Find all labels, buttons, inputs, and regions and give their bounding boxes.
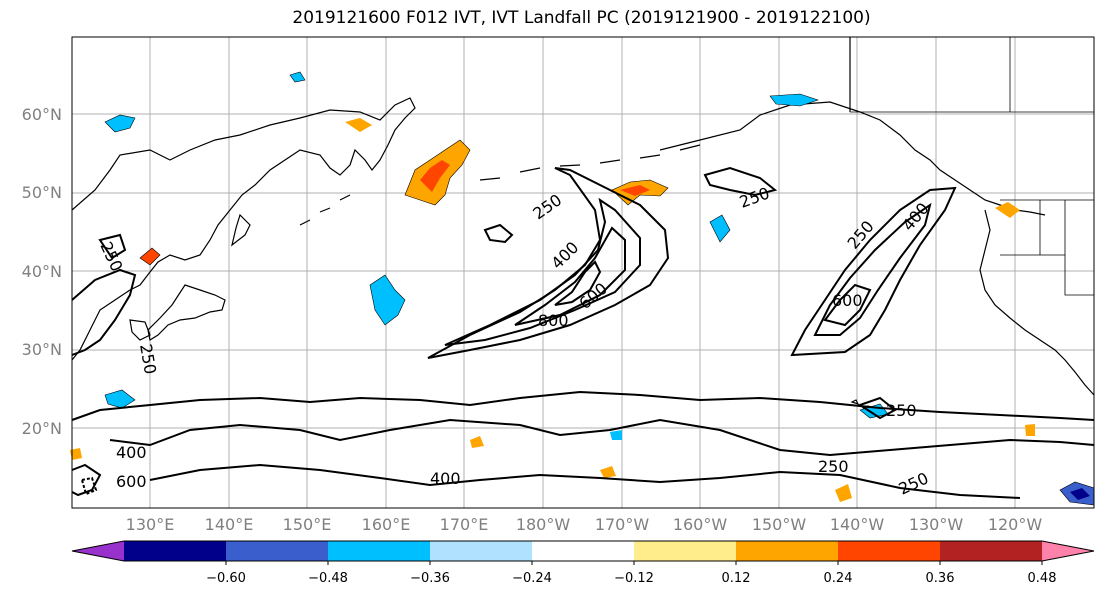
lon-label: 150°E: [283, 515, 332, 534]
contour-label: 800: [538, 311, 569, 330]
contour-label: 600: [116, 472, 147, 491]
lat-label: 50°N: [22, 183, 62, 202]
lon-label: 140°E: [205, 515, 254, 534]
lon-label: 180°W: [516, 515, 571, 534]
colorbar-segment: [430, 541, 533, 561]
colorbar-tick-label: 0.24: [824, 571, 853, 586]
lat-label: 60°N: [22, 105, 62, 124]
colorbar-segment: [328, 541, 431, 561]
political-borders: [850, 37, 1094, 296]
colorbar-segment: [838, 541, 941, 561]
lon-label: 160°W: [673, 515, 728, 534]
contour-label: 400: [116, 443, 147, 462]
lon-label: 150°W: [752, 515, 807, 534]
contour-label: 250: [818, 457, 849, 476]
colorbar: −0.60 −0.48 −0.36 −0.24 −0.12 0.12 0.24 0.36 0.4…: [71, 540, 1095, 586]
lat-label: 20°N: [22, 419, 62, 438]
colorbar-segment: [736, 541, 839, 561]
colorbar-segment: [634, 541, 737, 561]
colorbar-tick-label: −0.60: [206, 571, 246, 586]
colorbar-tick-label: −0.36: [410, 571, 450, 586]
colorbar-tick-label: −0.48: [308, 571, 348, 586]
contour-label: 250: [886, 401, 917, 420]
lat-label: 40°N: [22, 262, 62, 281]
lon-label: 170°W: [595, 515, 650, 534]
lon-label: 120°W: [988, 515, 1043, 534]
colorbar-extend-high: [1042, 541, 1094, 561]
colorbar-segment: [940, 541, 1043, 561]
lon-label: 140°W: [830, 515, 885, 534]
latitude-labels: 60°N 50°N 40°N 30°N 20°N: [22, 105, 62, 438]
colorbar-tick-label: 0.48: [1028, 571, 1057, 586]
contour-label: 600: [832, 291, 863, 310]
colorbar-outline: [71, 540, 1095, 562]
longitude-labels: 130°E 140°E 150°E 160°E 170°E 180°W 170°…: [126, 515, 1043, 534]
ivt-contours: [71, 166, 1095, 499]
colorbar-tick-label: −0.24: [512, 571, 552, 586]
colorbar-segment: [124, 541, 227, 561]
lon-label: 170°E: [440, 515, 489, 534]
lat-label: 30°N: [22, 340, 62, 359]
colorbar-extend-low: [72, 541, 124, 561]
map-title: 2019121600 F012 IVT, IVT Landfall PC (20…: [292, 8, 871, 28]
contour-label: 400: [430, 469, 461, 488]
colorbar-tick-label: 0.12: [722, 571, 751, 586]
map-frame: [71, 36, 1095, 509]
coastlines: [71, 37, 1095, 415]
lon-label: 160°E: [362, 515, 411, 534]
colorbar-segment: [226, 541, 329, 561]
colorbar-tick-label: −0.12: [614, 571, 654, 586]
colorbar-segment: [532, 541, 635, 561]
lon-label: 130°W: [909, 515, 964, 534]
colorbar-tick-label: 0.36: [926, 571, 955, 586]
lon-label: 130°E: [126, 515, 175, 534]
